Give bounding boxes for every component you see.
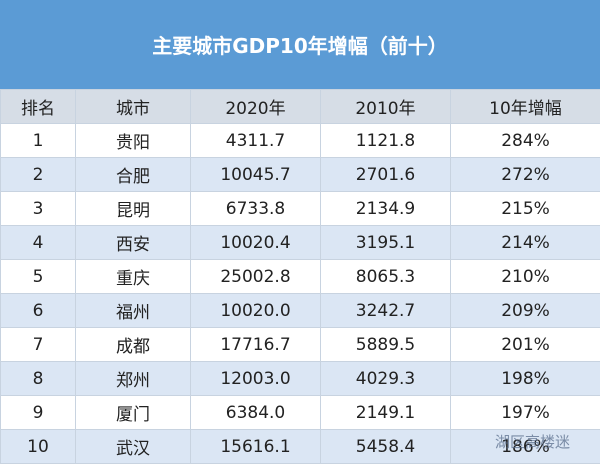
- column-header: 排名: [0, 89, 76, 124]
- table-cell: 10020.4: [190, 225, 321, 260]
- table-cell: 9: [0, 395, 76, 430]
- table-cell: 6384.0: [190, 395, 321, 430]
- table-row: 3 昆明 6733.8 2134.9 215%: [0, 191, 600, 226]
- table-cell: 成都: [75, 327, 191, 362]
- table-cell: 10: [0, 429, 76, 464]
- table-cell: 8: [0, 361, 76, 396]
- table-cell: 5: [0, 259, 76, 294]
- table-cell: 合肥: [75, 157, 191, 192]
- table-cell: 197%: [450, 395, 600, 430]
- table-body: 1 贵阳 4311.7 1121.8 284% 2 合肥 10045.7 2701.6 272% 3…: [0, 123, 600, 464]
- table-cell: 厦门: [75, 395, 191, 430]
- gdp-table: 排名 城市 2020年 2010年 10年增幅 1 贵阳 4311.7 1121.8 284% 2…: [0, 89, 600, 464]
- table-cell: 215%: [450, 191, 600, 226]
- table-cell: 284%: [450, 123, 600, 158]
- table-cell: 1: [0, 123, 76, 158]
- table-cell: 2: [0, 157, 76, 192]
- table-cell: 12003.0: [190, 361, 321, 396]
- table-cell: 3242.7: [320, 293, 451, 328]
- table-cell: 郑州: [75, 361, 191, 396]
- column-header: 2020年: [190, 89, 321, 124]
- table-cell: 8065.3: [320, 259, 451, 294]
- table-row: 7 成都 17716.7 5889.5 201%: [0, 327, 600, 362]
- table-cell: 6: [0, 293, 76, 328]
- table-cell: 198%: [450, 361, 600, 396]
- table-row: 9 厦门 6384.0 2149.1 197%: [0, 395, 600, 430]
- table-cell: 7: [0, 327, 76, 362]
- table-cell: 15616.1: [190, 429, 321, 464]
- table-cell: 4: [0, 225, 76, 260]
- table-cell: 武汉: [75, 429, 191, 464]
- table-cell: 210%: [450, 259, 600, 294]
- column-header: 10年增幅: [450, 89, 600, 124]
- table-row: 2 合肥 10045.7 2701.6 272%: [0, 157, 600, 192]
- table-cell: 6733.8: [190, 191, 321, 226]
- table-cell: 重庆: [75, 259, 191, 294]
- table-cell: 西安: [75, 225, 191, 260]
- table-cell: 2149.1: [320, 395, 451, 430]
- table-row: 4 西安 10020.4 3195.1 214%: [0, 225, 600, 260]
- table-row: 1 贵阳 4311.7 1121.8 284%: [0, 123, 600, 158]
- table-cell: 25002.8: [190, 259, 321, 294]
- table-cell: 272%: [450, 157, 600, 192]
- table-cell: 福州: [75, 293, 191, 328]
- table-cell: 1121.8: [320, 123, 451, 158]
- table-cell: 4311.7: [190, 123, 321, 158]
- table-cell: 201%: [450, 327, 600, 362]
- table-cell: 贵阳: [75, 123, 191, 158]
- table-cell: 5889.5: [320, 327, 451, 362]
- table-cell: 2701.6: [320, 157, 451, 192]
- table-cell: 4029.3: [320, 361, 451, 396]
- table-row: 8 郑州 12003.0 4029.3 198%: [0, 361, 600, 396]
- table-row: 10 武汉 15616.1 5458.4 186%: [0, 429, 600, 464]
- column-header: 城市: [75, 89, 191, 124]
- table-cell: 昆明: [75, 191, 191, 226]
- column-header: 2010年: [320, 89, 451, 124]
- table-cell: 3195.1: [320, 225, 451, 260]
- table-cell: 186%: [450, 429, 600, 464]
- table-row: 5 重庆 25002.8 8065.3 210%: [0, 259, 600, 294]
- header-row: 排名 城市 2020年 2010年 10年增幅: [0, 89, 600, 124]
- table-cell: 214%: [450, 225, 600, 260]
- table-row: 6 福州 10020.0 3242.7 209%: [0, 293, 600, 328]
- table-cell: 2134.9: [320, 191, 451, 226]
- table-cell: 10045.7: [190, 157, 321, 192]
- table-cell: 209%: [450, 293, 600, 328]
- table-cell: 3: [0, 191, 76, 226]
- table-cell: 5458.4: [320, 429, 451, 464]
- watermark: 湖区高楼迷: [494, 433, 570, 451]
- table-cell: 17716.7: [190, 327, 321, 362]
- title: 主要城市GDP10年增幅（前十）: [0, 0, 600, 89]
- table-cell: 10020.0: [190, 293, 321, 328]
